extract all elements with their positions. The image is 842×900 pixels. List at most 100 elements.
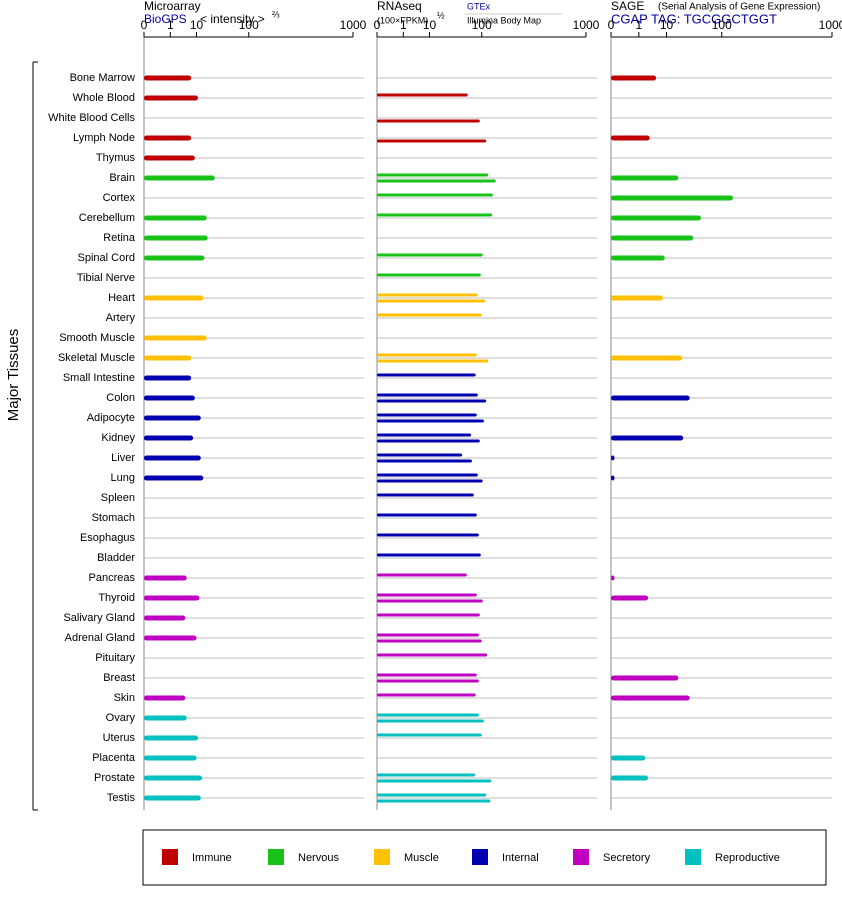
category-label: Small Intestine — [63, 372, 135, 384]
category-label: Ovary — [106, 712, 136, 724]
bar — [144, 575, 187, 581]
bar — [377, 179, 496, 183]
bar — [611, 595, 649, 601]
category-label: Colon — [106, 392, 135, 404]
bar — [377, 213, 493, 217]
bar — [611, 695, 690, 701]
bar — [144, 95, 199, 101]
bar — [377, 399, 487, 403]
legend-swatch — [685, 849, 701, 865]
category-label: Testis — [107, 792, 136, 804]
bar — [377, 373, 476, 377]
panel-title: Microarray — [144, 0, 201, 13]
bar — [144, 455, 201, 461]
bar — [377, 299, 486, 303]
legend-swatch — [573, 849, 589, 865]
bar — [611, 295, 663, 301]
bar — [611, 755, 646, 761]
panel-subtitle: CGAP TAG: TGCGGCTGGT — [611, 11, 777, 26]
category-label: Adipocyte — [87, 412, 135, 424]
bar — [377, 393, 478, 397]
bar — [144, 695, 186, 701]
category-label: Thymus — [96, 152, 136, 164]
x-tick-label: 100 — [472, 18, 492, 32]
bar — [144, 615, 186, 621]
bar — [144, 375, 192, 381]
unit-power: ⅔ — [272, 9, 280, 19]
bar — [377, 639, 482, 643]
bar — [611, 355, 683, 361]
bar — [377, 533, 479, 537]
bar — [377, 513, 477, 517]
category-label: Pituitary — [95, 652, 135, 664]
category-label: Brain — [109, 172, 135, 184]
x-tick-label: 0 — [141, 18, 148, 32]
bar — [611, 675, 679, 681]
x-tick-label: 1 — [635, 18, 642, 32]
bar — [377, 633, 479, 637]
bar — [144, 395, 195, 401]
panel-note: (Serial Analysis of Gene Expression) — [658, 2, 820, 13]
x-tick-label: 1 — [400, 18, 407, 32]
legend-label: Immune — [192, 852, 232, 864]
bar — [144, 75, 192, 81]
category-label: Skeletal Muscle — [58, 352, 135, 364]
category-label: Smooth Muscle — [59, 332, 135, 344]
legend-swatch — [472, 849, 488, 865]
category-label: Prostate — [94, 772, 135, 784]
x-tick-label: 10 — [423, 18, 437, 32]
legend-box — [142, 829, 827, 886]
bar — [611, 235, 694, 241]
bar — [377, 693, 476, 697]
series-label: Illumina Body Map — [467, 15, 541, 25]
legend-label: Secretory — [603, 852, 651, 864]
bar — [377, 593, 477, 597]
bar — [144, 295, 204, 301]
bar — [377, 799, 491, 803]
legend-label: Muscle — [404, 852, 439, 864]
bar — [611, 75, 657, 81]
bar — [377, 119, 480, 123]
x-tick-label: 1 — [167, 18, 174, 32]
bar — [611, 215, 701, 221]
category-label: Tibial Nerve — [77, 272, 135, 284]
bar — [611, 475, 615, 481]
bar — [377, 733, 482, 737]
bar — [377, 273, 481, 277]
legend-swatch — [162, 849, 178, 865]
legend-label: Nervous — [298, 852, 339, 864]
panel-title: RNAseq — [377, 0, 422, 13]
legend-label: Internal — [502, 852, 539, 864]
bar — [611, 435, 684, 441]
category-label: Spinal Cord — [78, 252, 135, 264]
bar — [377, 573, 467, 577]
bar — [377, 173, 489, 177]
bar — [377, 353, 477, 357]
category-label: Liver — [111, 452, 135, 464]
legend-swatch — [374, 849, 390, 865]
category-label: Artery — [106, 312, 136, 324]
bar — [377, 459, 472, 463]
x-tick-label: 100 — [712, 18, 732, 32]
bar — [144, 155, 195, 161]
bar — [611, 575, 615, 581]
bar — [377, 719, 484, 723]
bar — [144, 135, 192, 141]
legend-label: Reproductive — [715, 852, 780, 864]
bar — [611, 255, 665, 261]
x-tick-label: 0 — [608, 18, 615, 32]
series-label: GTEx — [467, 1, 491, 11]
bar — [377, 93, 468, 97]
bar — [377, 673, 477, 677]
x-tick-label: 10 — [190, 18, 204, 32]
category-label: Adrenal Gland — [65, 632, 135, 644]
category-label: Whole Blood — [73, 92, 135, 104]
bar — [144, 235, 208, 241]
bar — [144, 435, 194, 441]
bar — [144, 215, 207, 221]
category-label: Skin — [114, 692, 135, 704]
category-label: Kidney — [101, 432, 135, 444]
legend-swatch — [268, 849, 284, 865]
bar — [377, 773, 475, 777]
bar — [144, 755, 197, 761]
